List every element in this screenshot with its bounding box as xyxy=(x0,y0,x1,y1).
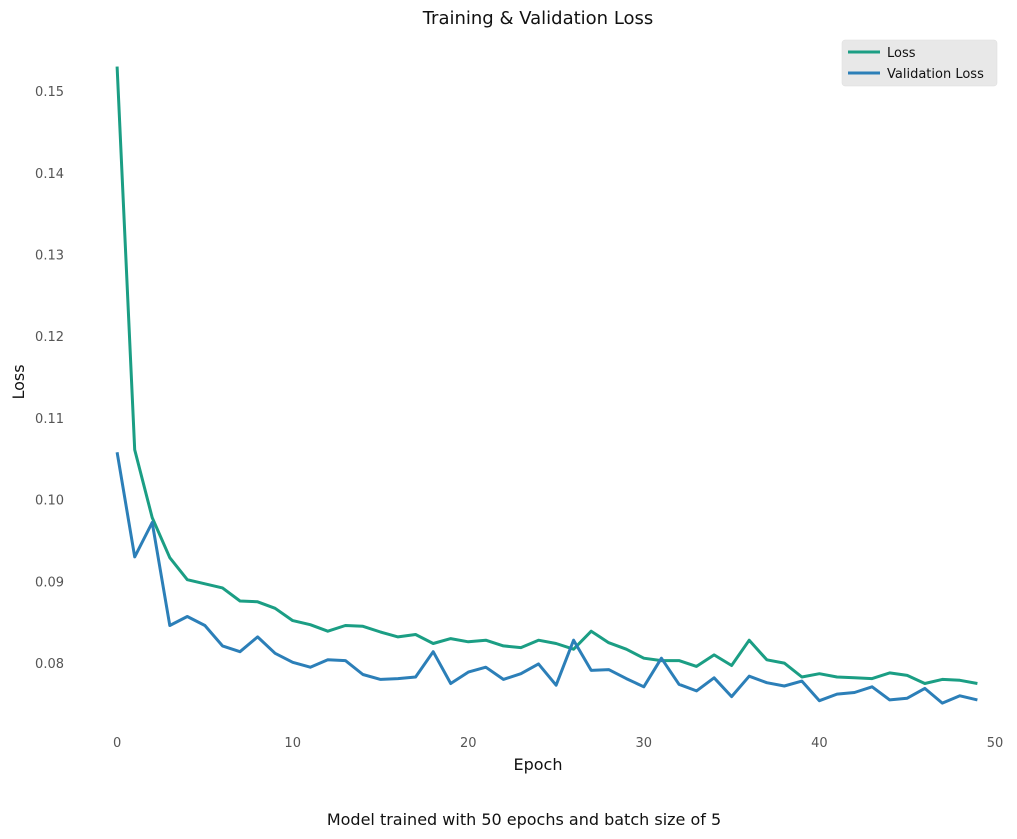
series-line-validation-loss xyxy=(115,452,978,705)
y-axis-label: Loss xyxy=(9,364,28,399)
x-tick-label: 30 xyxy=(636,736,653,751)
y-tick-label: 0.11 xyxy=(35,412,64,427)
x-tick-label: 40 xyxy=(811,736,828,751)
series-line-loss xyxy=(115,66,978,685)
x-tick-label: 10 xyxy=(284,736,301,751)
x-tick-label: 0 xyxy=(113,736,121,751)
plot-area xyxy=(115,66,978,705)
x-axis-ticks: 0 10 20 30 40 50 xyxy=(113,736,1003,751)
legend-label-validation-loss: Validation Loss xyxy=(887,67,984,82)
y-tick-label: 0.14 xyxy=(35,167,64,182)
y-tick-label: 0.10 xyxy=(35,494,64,509)
y-axis-ticks: 0.08 0.09 0.10 0.11 0.12 0.13 0.14 0.15 xyxy=(35,85,64,672)
legend: Loss Validation Loss xyxy=(841,39,998,87)
chart-title: Training & Validation Loss xyxy=(422,8,654,29)
chart-caption: Model trained with 50 epochs and batch s… xyxy=(327,810,721,829)
y-tick-label: 0.09 xyxy=(35,575,64,590)
legend-box xyxy=(841,39,998,87)
y-tick-label: 0.15 xyxy=(35,85,64,100)
y-tick-label: 0.13 xyxy=(35,249,64,264)
x-axis-label: Epoch xyxy=(514,755,563,774)
x-tick-label: 50 xyxy=(987,736,1004,751)
y-tick-label: 0.08 xyxy=(35,657,64,672)
legend-label-loss: Loss xyxy=(887,46,916,61)
x-tick-label: 20 xyxy=(460,736,477,751)
y-tick-label: 0.12 xyxy=(35,330,64,345)
